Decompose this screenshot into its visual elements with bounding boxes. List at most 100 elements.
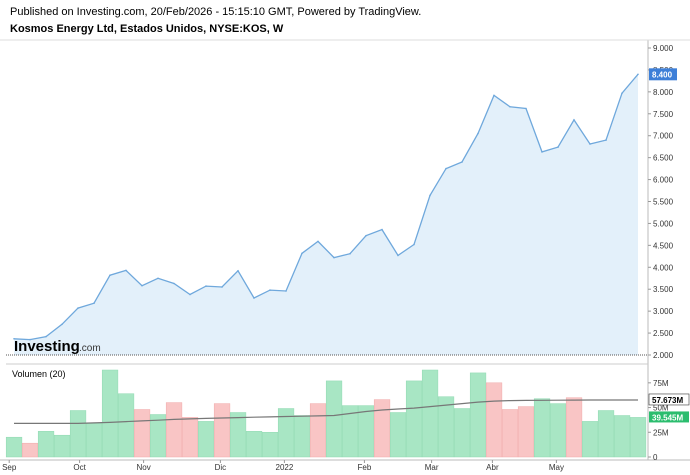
x-tick-label: Abr [486,463,499,472]
price-tick-label: 4.500 [653,241,674,250]
price-point [109,274,111,277]
price-point [333,256,335,259]
price-point [365,234,367,237]
volume-bar [133,409,151,458]
price-point [205,285,207,287]
investing-logo: Investing .com [14,338,101,355]
volume-ma-badge [648,393,690,406]
price-point [429,194,431,197]
volume-bar [373,399,391,458]
price-point [77,307,79,309]
price-point [493,94,495,97]
price-point [285,290,287,292]
published-note: Published on Investing.com, 20/Feb/2026 … [10,6,422,18]
price-point [173,282,175,285]
volume-bar [21,442,39,458]
logo-suffix: .com [79,343,101,354]
volume-bar [53,434,71,458]
chart-title: Kosmos Energy Ltd, Estados Unidos, NYSE:… [10,23,284,35]
volume-bar [533,398,551,458]
volume-bar [437,396,455,458]
volume-bar [501,409,519,458]
volume-bar [101,369,119,458]
volume-bar [37,431,55,458]
volume-title: Volumen (20) [12,369,66,379]
price-tick-label: 5.500 [653,198,674,207]
volume-bar [453,408,471,458]
last-volume-label: 39.545M [652,413,683,422]
volume-bar [197,421,215,458]
price-area [14,74,638,356]
volume-bar [325,380,343,458]
volume-bar [69,410,87,458]
price-tick-label: 7.500 [653,110,674,119]
volume-bar [341,405,359,458]
x-tick-label: Oct [73,463,86,472]
price-tick-label: 9.000 [653,44,674,53]
volume-bar [5,436,23,458]
x-tick-label: Feb [358,463,372,472]
price-pane [13,73,639,356]
price-point [621,92,623,94]
x-tick-label: Sep [2,463,17,472]
price-point [349,252,351,255]
price-point [237,270,239,272]
x-tick-label: Nov [136,463,150,472]
price-tick-label: 2.500 [653,329,674,338]
price-tick-label: 6.000 [653,176,674,185]
price-tick-label: 3.000 [653,307,674,316]
volume-ma-line [14,399,638,424]
volume-bar [517,406,535,458]
volume-bar [421,369,439,458]
axes: 2.000 2.500 3.000 3.500 4.000 4.500 5.000 5.500… [0,39,690,472]
volume-bar [389,412,407,458]
price-tick-label: 2.000 [653,351,674,360]
volume-bar [469,372,487,458]
volume-bar [293,415,311,458]
volume-bar [581,421,599,458]
price-point [93,302,95,305]
volume-bar [165,402,183,458]
volume-bar [405,380,423,458]
price-line [13,73,639,341]
logo-main: Investing [14,338,80,355]
volume-tick-label: 25M [653,428,669,437]
price-point [477,132,479,135]
last-price-badge [649,68,677,81]
volume-bar [597,410,615,458]
price-tick-label: 5.000 [653,219,674,228]
volume-tick-label: 75M [653,379,669,388]
price-point [397,254,399,257]
price-point [269,289,271,291]
price-point [605,139,607,141]
x-tick-label: Dic [215,463,227,472]
price-point [525,107,527,110]
price-point [125,269,127,272]
volume-bar [149,414,167,458]
x-tick-label: May [549,463,564,472]
volume-bar [261,432,279,458]
price-point [29,338,31,341]
price-point [509,106,511,108]
volume-bar [277,408,295,458]
volume-bar [485,382,503,458]
volume-bar [629,417,647,458]
volume-bar [613,415,631,458]
price-point [589,143,591,145]
volume-bar [213,403,231,458]
volume-tick-label: 0 [653,453,658,462]
price-tick-label: 8.000 [653,88,674,97]
price-point [637,73,639,76]
price-point [221,286,223,288]
price-point [189,293,191,296]
volume-bar [181,417,199,458]
volume-bar [229,412,247,458]
price-point [45,335,47,338]
volume-bar [309,403,327,458]
volume-bar [245,431,263,458]
volume-pane [5,369,647,458]
price-point [157,277,159,280]
price-point [13,338,15,340]
last-price-label: 8.400 [652,70,673,79]
